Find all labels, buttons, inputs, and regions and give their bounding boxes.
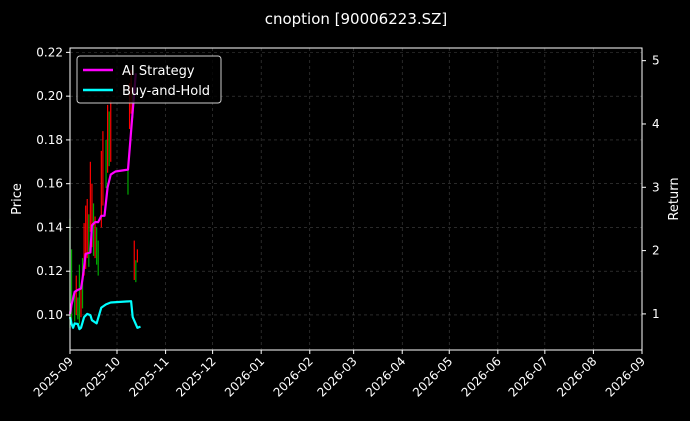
series-line-buyhold xyxy=(68,300,141,331)
y-axis-right-label: Return xyxy=(667,177,682,220)
legend-label-strategy: AI Strategy xyxy=(122,64,195,79)
y-right-tick-label: 2 xyxy=(652,244,660,258)
y-axis-left-label: Price xyxy=(10,183,25,215)
y-left-tick-label: 0.18 xyxy=(36,133,63,147)
y-right-tick-label: 4 xyxy=(652,117,660,131)
y-right-tick-label: 5 xyxy=(652,54,660,68)
series-line-strategy xyxy=(68,73,137,315)
y-left-tick-label: 0.12 xyxy=(36,264,63,278)
legend: AI Strategy Buy-and-Hold xyxy=(76,55,222,104)
y-right-tick-label: 1 xyxy=(652,307,660,321)
plot-frame xyxy=(69,47,643,351)
y-left-tick-label: 0.22 xyxy=(36,45,63,59)
series-lines xyxy=(68,73,141,331)
chart-title: cnoption [90006223.SZ] xyxy=(265,10,448,28)
y-left-tick-label: 0.16 xyxy=(36,177,63,191)
y-left-tick-label: 0.10 xyxy=(36,308,63,322)
y-left-tick-label: 0.20 xyxy=(36,89,63,103)
legend-label-buyhold: Buy-and-Hold xyxy=(122,84,210,99)
y-right-tick-label: 3 xyxy=(652,180,660,194)
y-left-tick-label: 0.14 xyxy=(36,220,63,234)
